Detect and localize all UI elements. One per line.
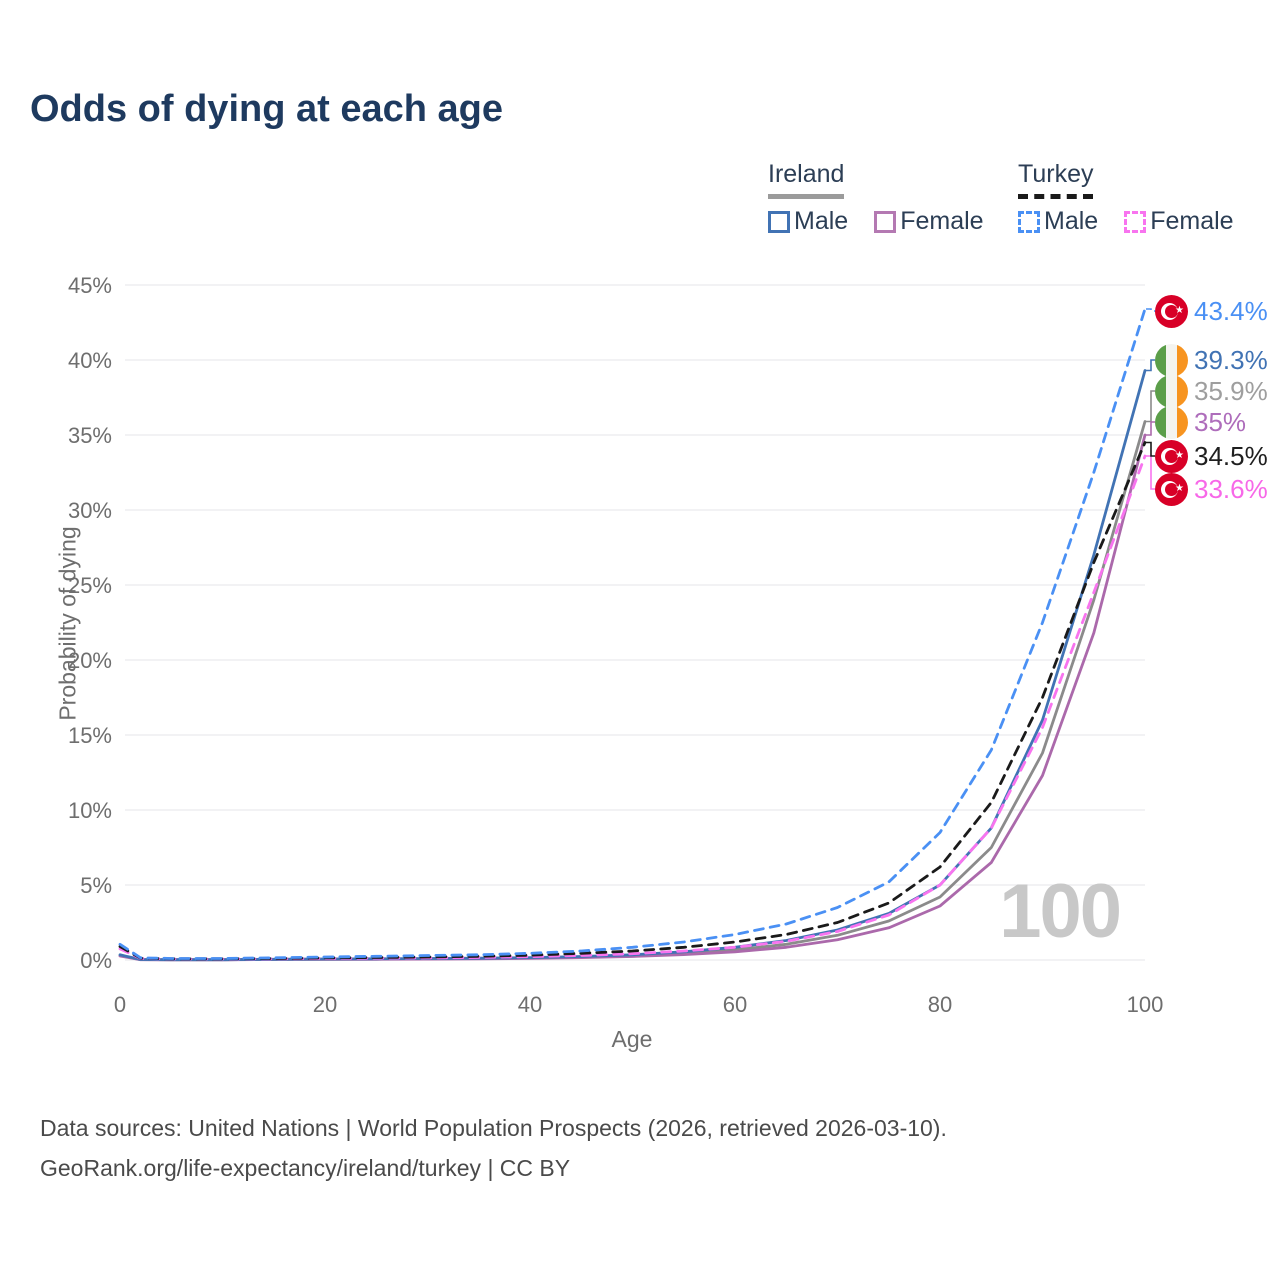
series-line-turkey-male <box>118 307 1147 960</box>
end-label-turkey-male: ★ 43.4% <box>1155 294 1268 328</box>
chart-title: Odds of dying at each age <box>30 88 503 130</box>
label-connector-ireland-both <box>1146 390 1155 423</box>
legend-item-ireland-male[interactable]: Male <box>768 207 848 236</box>
end-value-ireland-both: 35.9% <box>1194 375 1268 406</box>
y-tick-label-0: 0% <box>80 948 112 973</box>
x-tick-label-40: 40 <box>518 992 542 1017</box>
y-tick-label-25: 25% <box>68 573 112 598</box>
label-connector-turkey-both <box>1146 441 1155 457</box>
legend-swatch-ireland-male <box>768 210 790 233</box>
end-label-ireland-both: 35.9% <box>1155 374 1268 408</box>
footer: Data sources: United Nations | World Pop… <box>40 1108 947 1189</box>
label-connector-ireland-female <box>1146 421 1155 436</box>
y-tick-label-45: 45% <box>68 273 112 298</box>
label-connector-ireland-male <box>1146 359 1155 372</box>
x-tick-label-80: 80 <box>928 992 952 1017</box>
end-label-turkey-female: ★ 33.6% <box>1155 472 1268 506</box>
x-tick-label-20: 20 <box>313 992 337 1017</box>
legend-label-ireland-male: Male <box>794 207 849 235</box>
y-tick-label-10: 10% <box>68 798 112 823</box>
ireland-flag-icon <box>1155 405 1188 439</box>
legend-item-ireland-female[interactable]: Female <box>874 207 984 236</box>
legend-swatch-ireland-female <box>874 210 897 233</box>
attribution-line: GeoRank.org/life-expectancy/ireland/turk… <box>40 1155 571 1182</box>
label-connector-turkey-female <box>1146 455 1155 490</box>
turkey-flag-icon: ★ <box>1155 472 1188 506</box>
y-axis-title: Probability of dying <box>54 526 81 721</box>
turkey-flag-icon: ★ <box>1155 294 1188 328</box>
y-tick-label-5: 5% <box>80 873 112 898</box>
legend-label-turkey-male: Male <box>1044 207 1099 235</box>
end-value-turkey-female: 33.6% <box>1194 473 1268 504</box>
legend-group-turkey: Turkey Male Female <box>1018 160 1234 236</box>
legend-label-ireland-female: Female <box>900 207 984 235</box>
legend-label-turkey-female: Female <box>1150 207 1234 235</box>
legend-items-turkey: Male Female <box>1018 207 1234 236</box>
legend-header-turkey: Turkey <box>1018 160 1094 199</box>
data-sources-line: Data sources: United Nations | World Pop… <box>40 1115 947 1141</box>
turkey-flag-icon: ★ <box>1155 439 1188 473</box>
legend-swatch-turkey-male <box>1018 210 1040 233</box>
y-tick-label-30: 30% <box>68 498 112 523</box>
end-value-turkey-male: 43.4% <box>1194 295 1268 326</box>
legend-item-turkey-female[interactable]: Female <box>1124 207 1234 236</box>
y-tick-label-20: 20% <box>68 648 112 673</box>
y-tick-label-40: 40% <box>68 348 112 373</box>
y-tick-label-15: 15% <box>68 723 112 748</box>
x-tick-label-100: 100 <box>1127 992 1164 1017</box>
ireland-flag-icon <box>1155 374 1188 408</box>
end-label-turkey-both: ★ 34.5% <box>1155 439 1268 473</box>
end-value-ireland-male: 39.3% <box>1194 344 1268 375</box>
end-value-turkey-both: 34.5% <box>1194 440 1268 471</box>
legend-item-turkey-male[interactable]: Male <box>1018 207 1098 236</box>
x-tick-label-0: 0 <box>114 992 126 1017</box>
x-tick-label-60: 60 <box>723 992 747 1017</box>
end-label-ireland-female: 35% <box>1155 405 1246 439</box>
ireland-flag-icon <box>1155 343 1188 377</box>
legend-swatch-turkey-female <box>1124 210 1147 233</box>
y-tick-label-35: 35% <box>68 423 112 448</box>
end-value-ireland-female: 35% <box>1194 406 1247 437</box>
legend-items-ireland: Male Female <box>768 207 984 236</box>
end-label-ireland-male: 39.3% <box>1155 343 1268 377</box>
legend-group-ireland: Ireland Male Female <box>768 160 984 236</box>
age-watermark: 100 <box>999 869 1122 954</box>
legend-header-ireland: Ireland <box>768 160 845 199</box>
label-connector-turkey-male <box>1146 308 1155 312</box>
x-axis-title: Age <box>611 1026 653 1052</box>
